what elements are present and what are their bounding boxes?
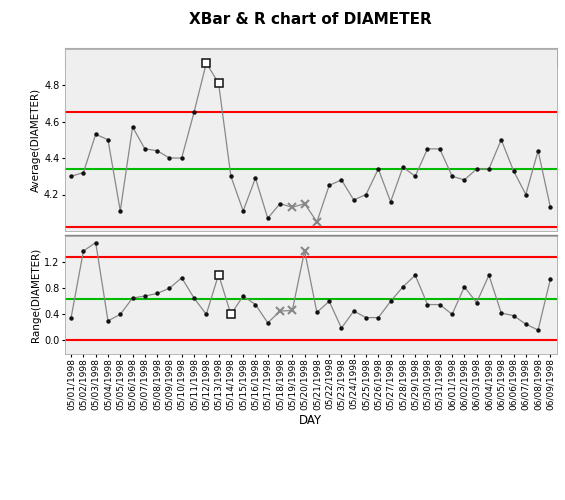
Y-axis label: Average(DIAMETER): Average(DIAMETER): [31, 88, 41, 192]
Text: XBar & R chart of DIAMETER: XBar & R chart of DIAMETER: [189, 12, 432, 28]
Y-axis label: Range(DIAMETER): Range(DIAMETER): [31, 248, 41, 342]
Text: Phase: Phase: [293, 50, 328, 64]
X-axis label: DAY: DAY: [299, 414, 322, 427]
